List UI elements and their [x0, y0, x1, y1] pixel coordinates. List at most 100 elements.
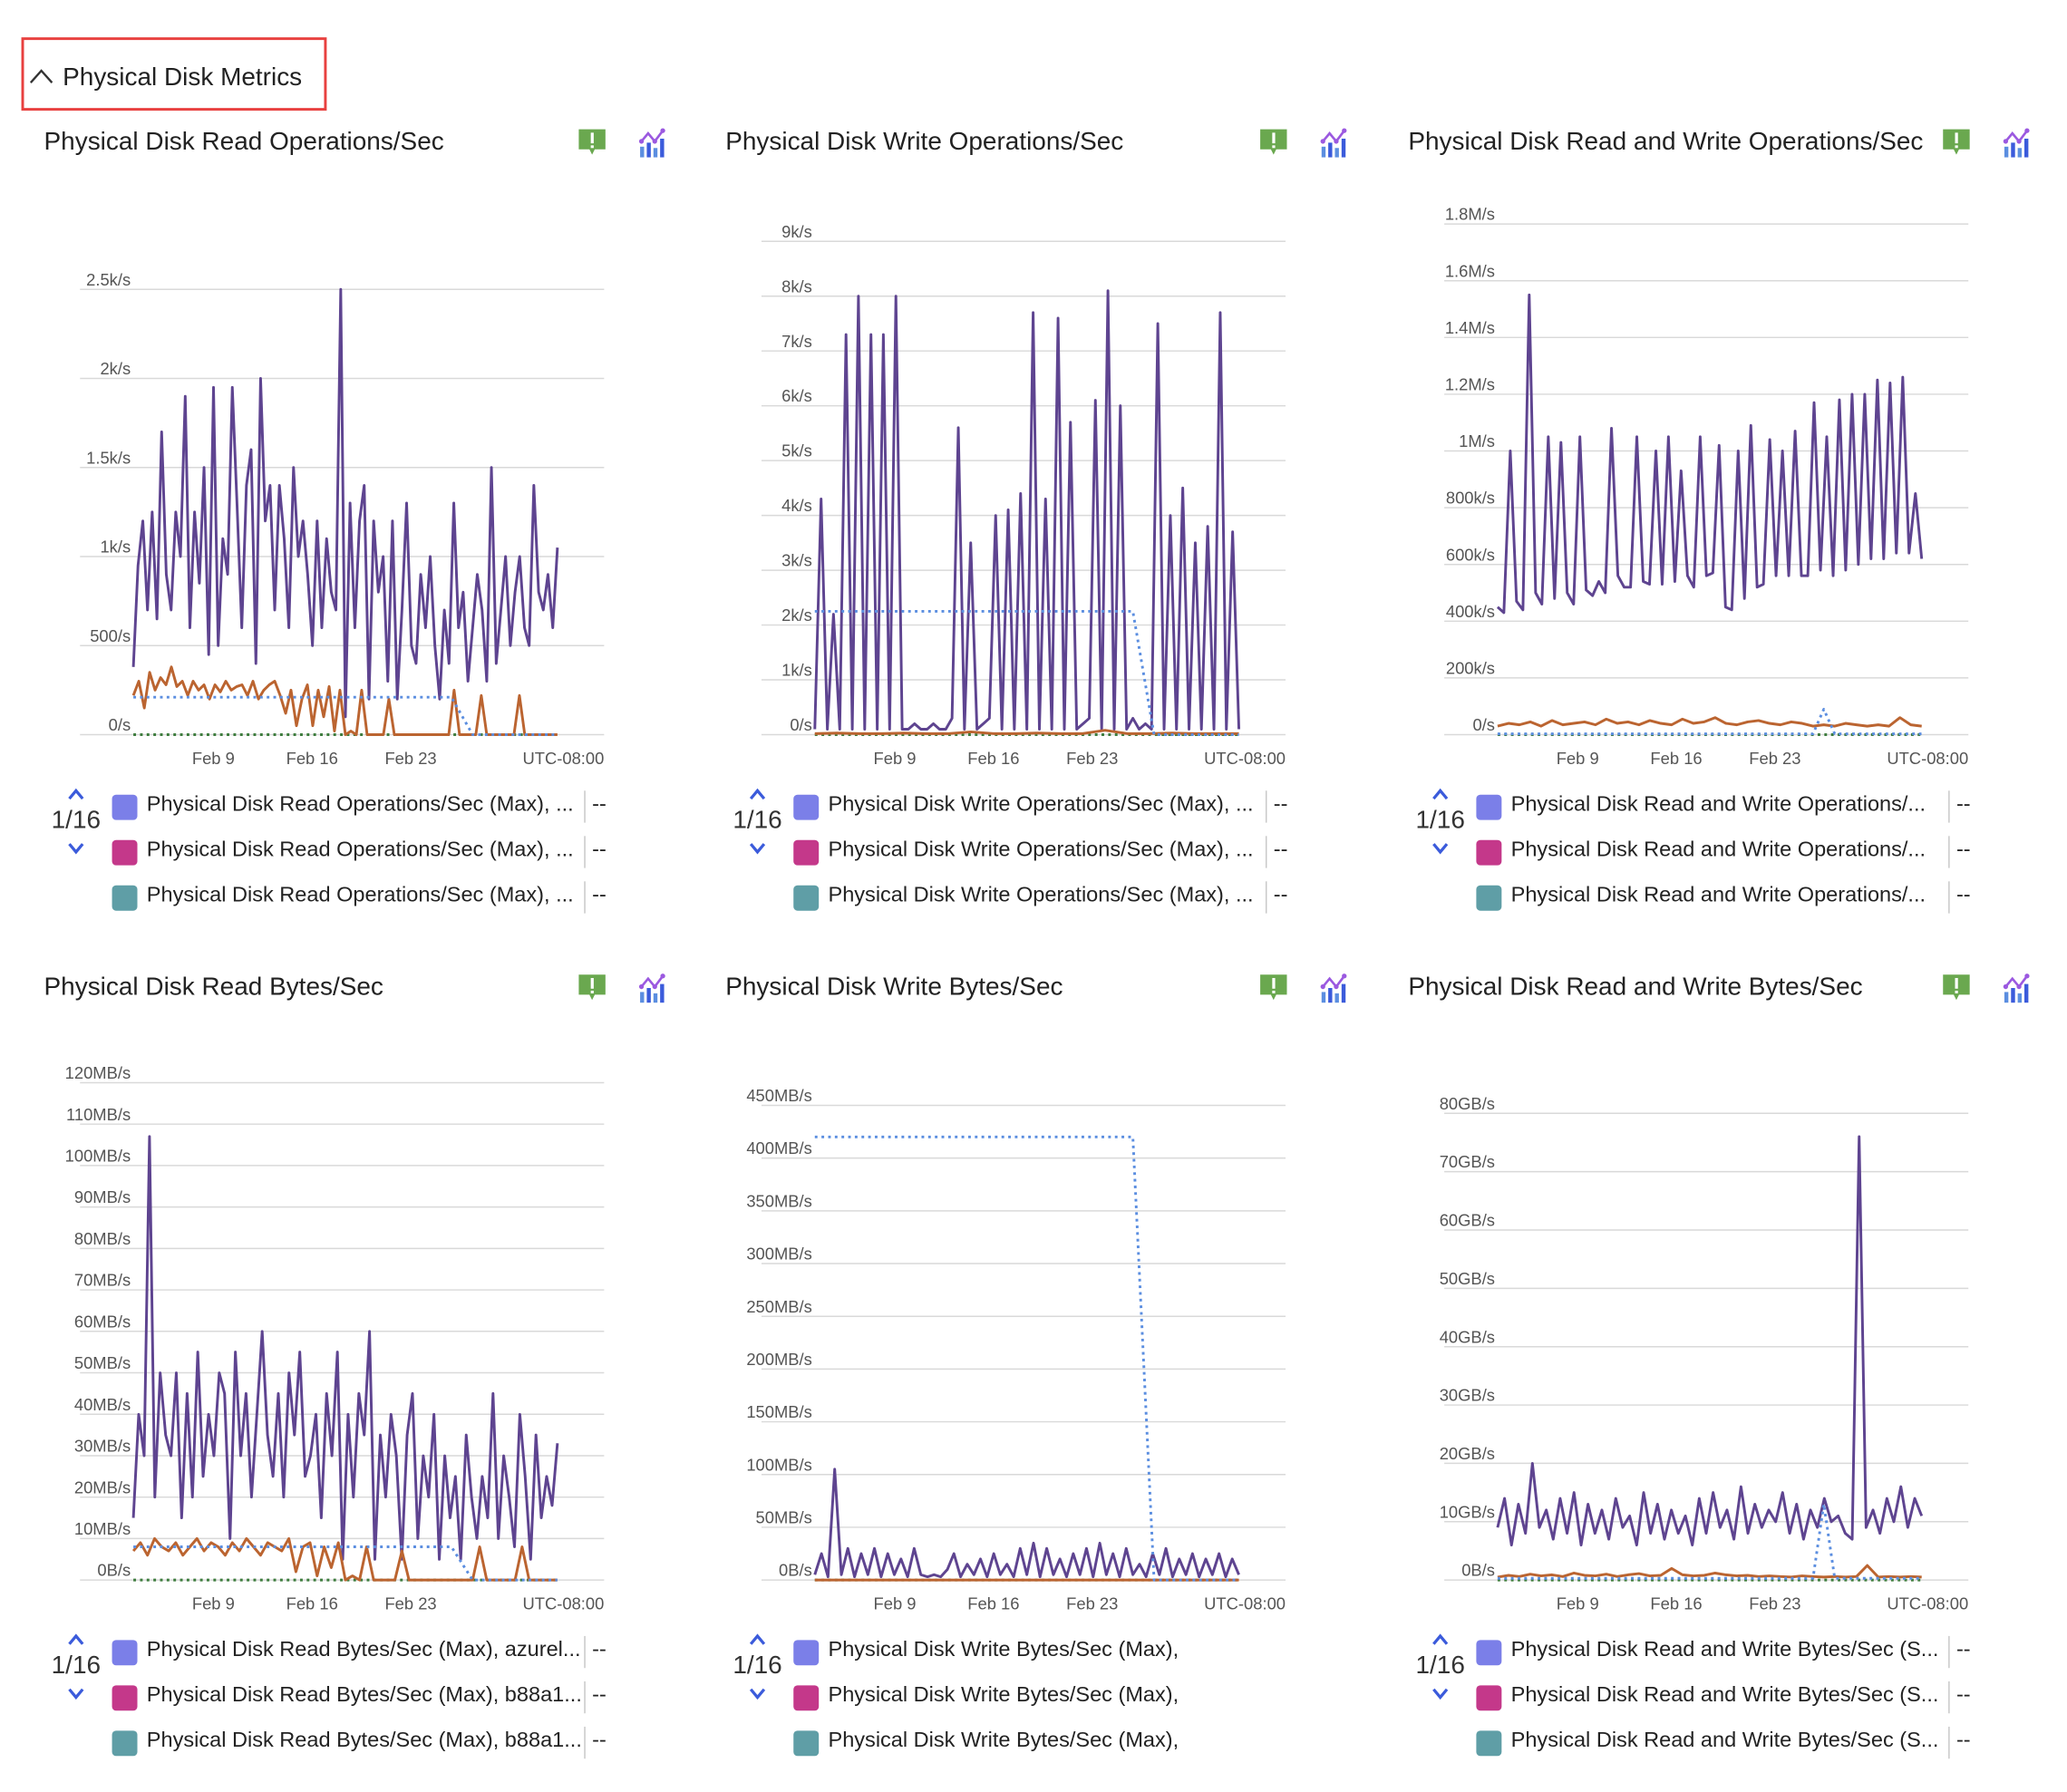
legend-item[interactable]: Physical Disk Write Bytes/Sec (Max), [793, 1678, 1407, 1723]
line-chart[interactable]: 0B/s 50MB/s 100MB/s 150MB/s 200MB/s 250MB/s 30… [725, 965, 1405, 1632]
y-tick-label: 2k/s [781, 605, 812, 625]
series-line-2[interactable] [133, 695, 558, 736]
series-line-1[interactable] [1497, 716, 1922, 728]
chevron-up-icon[interactable] [65, 787, 87, 803]
add-to-workbook-chart-icon[interactable] [1319, 127, 1348, 159]
chevron-up-icon[interactable] [1430, 787, 1451, 803]
chevron-up-icon[interactable] [65, 1632, 87, 1649]
series-line-0[interactable] [1496, 1135, 1924, 1547]
legend-item[interactable]: Physical Disk Read Bytes/Sec (Max), azur… [112, 1632, 726, 1678]
chevron-down-icon[interactable] [747, 1685, 769, 1701]
feedback-icon[interactable] [577, 128, 607, 157]
y-tick-label: 1M/s [1459, 431, 1495, 450]
chart-title: Physical Disk Read and Write Operations/… [1408, 128, 1924, 157]
y-tick-label: 1.5k/s [86, 448, 131, 467]
add-to-workbook-chart-icon[interactable] [637, 127, 666, 159]
line-chart[interactable]: 0/s 1k/s 2k/s 3k/s 4k/s 5k/s 6k/s 7k/s 8k/s 9k/s F… [725, 120, 1405, 786]
legend-item[interactable]: Physical Disk Read and Write Bytes/Sec (… [1476, 1632, 2067, 1678]
y-tick-label: 90MB/s [74, 1187, 131, 1206]
legend-item[interactable]: Physical Disk Read and Write Operations/… [1476, 832, 2067, 877]
legend-item[interactable]: Physical Disk Read and Write Bytes/Sec (… [1476, 1723, 2067, 1768]
section-header-toggle[interactable]: Physical Disk Metrics [21, 37, 327, 111]
line-chart[interactable]: 0B/s 10GB/s 20GB/s 30GB/s 40GB/s 50GB/s 60GB/s… [1408, 965, 2067, 1632]
add-to-workbook-chart-icon[interactable] [2002, 972, 2031, 1003]
y-tick-label: 200MB/s [746, 1350, 812, 1369]
chevron-down-icon[interactable] [65, 840, 87, 857]
legend-label: Physical Disk Read and Write Operations/… [1510, 838, 1926, 862]
add-to-workbook-chart-icon[interactable] [2002, 127, 2031, 159]
chevron-up-icon[interactable] [747, 787, 769, 803]
legend-label: Physical Disk Read and Write Bytes/Sec (… [1510, 1729, 1939, 1752]
series-line-2[interactable] [814, 1135, 1239, 1582]
y-tick-label: 0B/s [779, 1561, 812, 1580]
y-tick-label: 80MB/s [74, 1229, 131, 1248]
x-tick-label: Feb 23 [384, 1593, 436, 1613]
legend-item[interactable]: Physical Disk Read Bytes/Sec (Max), b88a… [112, 1723, 726, 1768]
chart-legend: Physical Disk Write Bytes/Sec (Max), Phy… [793, 1632, 1407, 1768]
legend-item[interactable]: Physical Disk Write Operations/Sec (Max)… [793, 877, 1407, 923]
y-tick-label: 4k/s [781, 496, 812, 515]
chevron-down-icon[interactable] [1430, 1685, 1451, 1701]
legend-swatch [793, 794, 820, 820]
line-chart[interactable]: 0/s 500/s 1k/s 1.5k/s 2k/s 2.5k/s Feb 9 Feb 16 F… [44, 120, 724, 786]
legend-item[interactable]: Physical Disk Write Bytes/Sec (Max), [793, 1723, 1407, 1768]
feedback-icon[interactable] [1259, 973, 1288, 1003]
legend-label: Physical Disk Read Operations/Sec (Max),… [146, 793, 574, 817]
y-tick-label: 7k/s [781, 332, 812, 351]
legend-label: Physical Disk Read and Write Bytes/Sec (… [1510, 1683, 1939, 1707]
legend-item[interactable]: Physical Disk Read and Write Operations/… [1476, 877, 2067, 923]
legend-item[interactable]: Physical Disk Read Operations/Sec (Max),… [112, 832, 726, 877]
legend-item[interactable]: Physical Disk Read and Write Bytes/Sec (… [1476, 1678, 2067, 1723]
series-line-2[interactable] [1497, 707, 1922, 736]
legend-value: -- [1273, 884, 1288, 907]
legend-value: -- [592, 793, 607, 817]
feedback-icon[interactable] [1259, 128, 1288, 157]
y-tick-label: 0B/s [97, 1561, 131, 1580]
y-tick-label: 800k/s [1446, 489, 1495, 508]
x-tick-label: Feb 23 [1066, 749, 1118, 768]
legend-divider [1948, 1681, 1950, 1714]
legend-value: -- [592, 1638, 607, 1661]
x-tick-label: Feb 23 [1749, 1593, 1800, 1613]
line-chart[interactable]: 0/s 200k/s 400k/s 600k/s 800k/s 1M/s 1.2M/s 1.4… [1408, 120, 2067, 786]
legend-item[interactable]: Physical Disk Read Operations/Sec (Max),… [112, 787, 726, 832]
chart-legend: Physical Disk Write Operations/Sec (Max)… [793, 787, 1407, 923]
x-tick-label: Feb 9 [192, 749, 235, 768]
y-tick-label: 350MB/s [746, 1191, 812, 1210]
legend-item[interactable]: Physical Disk Read and Write Operations/… [1476, 787, 2067, 832]
timezone-label: UTC-08:00 [1204, 1593, 1286, 1613]
chevron-down-icon[interactable] [65, 1685, 87, 1701]
chevron-up-icon[interactable] [29, 64, 53, 88]
y-tick-label: 40MB/s [74, 1395, 131, 1414]
legend-item[interactable]: Physical Disk Write Operations/Sec (Max)… [793, 832, 1407, 877]
chevron-down-icon[interactable] [747, 840, 769, 857]
x-tick-label: Feb 9 [874, 1593, 917, 1613]
x-tick-label: Feb 9 [874, 749, 917, 768]
series-line-0[interactable] [813, 289, 1241, 731]
legend-item[interactable]: Physical Disk Read Operations/Sec (Max),… [112, 877, 726, 923]
line-chart[interactable]: 0B/s 10MB/s 20MB/s 30MB/s 40MB/s 50MB/s 60MB/s… [44, 965, 724, 1632]
chevron-down-icon[interactable] [1430, 840, 1451, 857]
legend-label: Physical Disk Read Bytes/Sec (Max), azur… [146, 1638, 580, 1661]
legend-item[interactable]: Physical Disk Write Operations/Sec (Max)… [793, 787, 1407, 832]
series-line-0[interactable] [1496, 293, 1924, 615]
legend-item[interactable]: Physical Disk Write Bytes/Sec (Max), [793, 1632, 1407, 1678]
feedback-icon[interactable] [577, 973, 607, 1003]
series-line-0[interactable] [131, 287, 559, 719]
feedback-icon[interactable] [1942, 973, 1971, 1003]
series-line-1[interactable] [814, 729, 1239, 735]
add-to-workbook-chart-icon[interactable] [1319, 972, 1348, 1003]
series-line-1[interactable] [131, 1536, 558, 1582]
legend-value: -- [1273, 838, 1288, 862]
series-line-0[interactable] [813, 1468, 1240, 1579]
x-tick-label: Feb 16 [967, 749, 1019, 768]
series-line-1[interactable] [1497, 1564, 1922, 1579]
y-tick-label: 2k/s [100, 359, 131, 378]
legend-item[interactable]: Physical Disk Read Bytes/Sec (Max), b88a… [112, 1678, 726, 1723]
chevron-up-icon[interactable] [747, 1632, 769, 1649]
add-to-workbook-chart-icon[interactable] [637, 972, 666, 1003]
chevron-up-icon[interactable] [1430, 1632, 1451, 1649]
series-line-0[interactable] [131, 1135, 559, 1561]
feedback-icon[interactable] [1942, 128, 1971, 157]
series-line-2[interactable] [1497, 1502, 1922, 1580]
